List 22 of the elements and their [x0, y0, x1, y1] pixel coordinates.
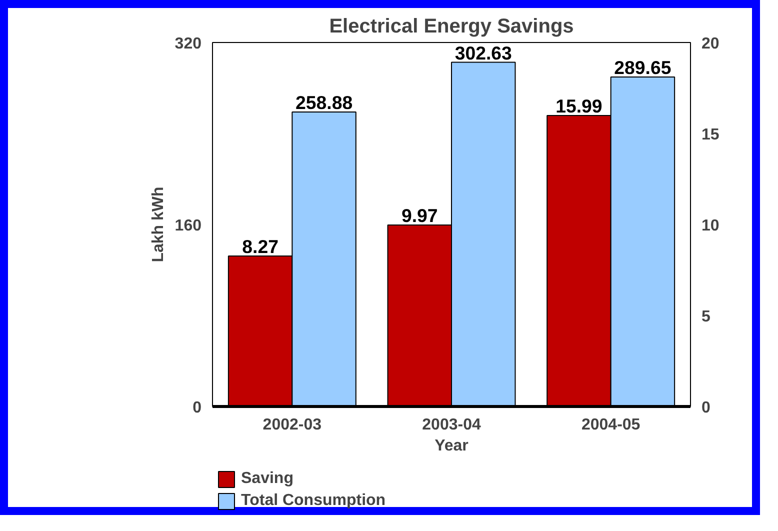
y-axis-title: Lakh kWh — [150, 186, 167, 262]
y2-tick-label: 10 — [702, 218, 720, 234]
y2-tick-label: 5 — [702, 308, 710, 326]
y-tick-label: 160 — [174, 218, 202, 234]
data-label: 289.65 — [614, 57, 672, 78]
x-tick-label: 2002-03 — [262, 416, 322, 434]
data-label: 258.88 — [296, 92, 353, 114]
legend-label: Saving — [241, 470, 294, 488]
y-tick-label: 320 — [174, 36, 202, 52]
legend-label: Total Consumption — [241, 492, 386, 510]
y2-tick-label: 0 — [702, 400, 710, 416]
y2-tick-label: 15 — [702, 126, 720, 144]
x-tick-label: 2004-05 — [581, 416, 640, 434]
data-label: 9.97 — [401, 205, 438, 226]
y2-tick-label: 20 — [702, 36, 720, 52]
y-tick-label: 0 — [192, 400, 202, 416]
x-axis-title: Year — [434, 438, 468, 454]
x-tick-label: 2003-04 — [422, 416, 481, 434]
data-label: 8.27 — [242, 236, 278, 257]
data-label: 302.63 — [454, 42, 512, 64]
chart-title: Electrical Energy Savings — [329, 16, 574, 38]
data-label: 15.99 — [556, 95, 602, 116]
